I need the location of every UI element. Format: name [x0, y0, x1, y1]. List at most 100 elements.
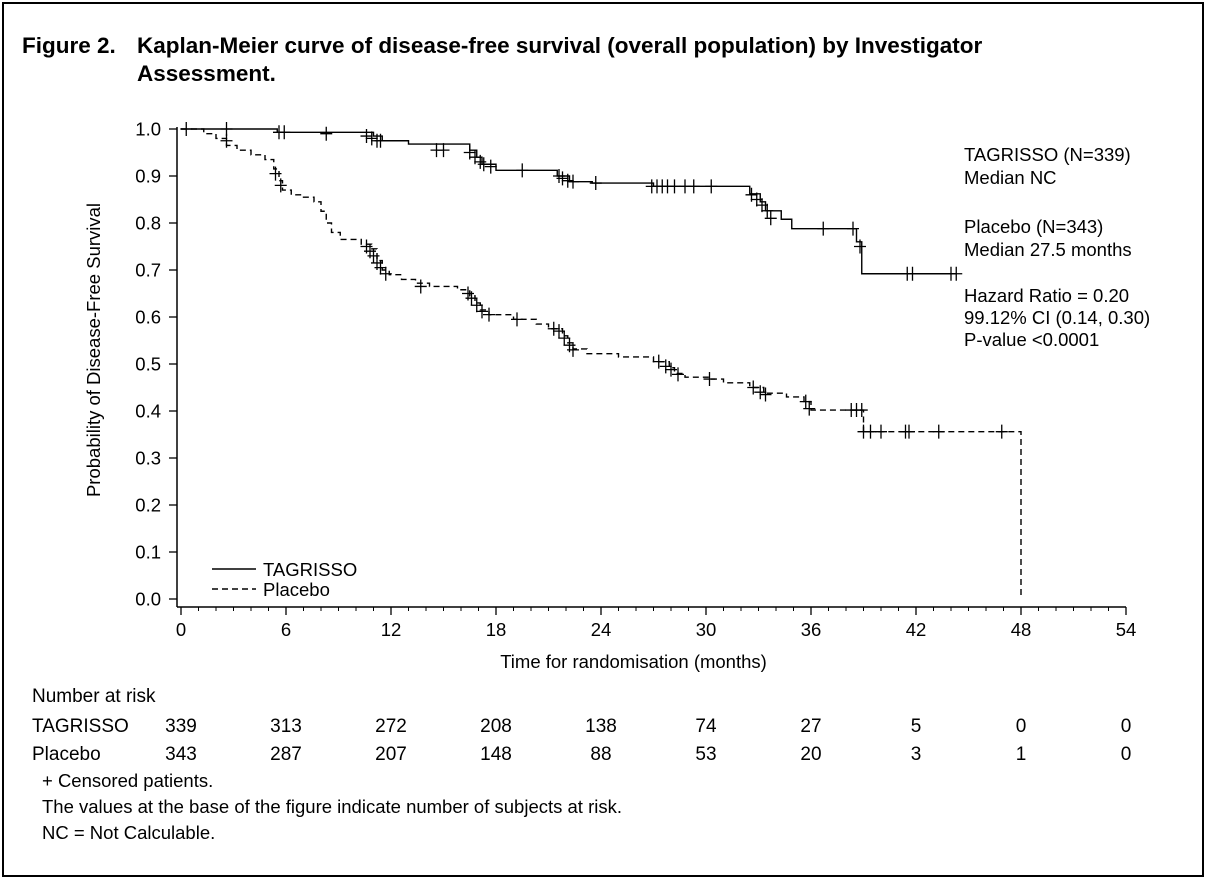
risk-value-tagrisso: 74: [695, 716, 717, 737]
x-tick-label: 6: [281, 619, 291, 640]
censor-mark-tagrisso: [589, 176, 602, 191]
censor-mark-placebo: [759, 387, 772, 402]
censor-mark-tagrisso: [220, 122, 233, 136]
censor-mark-placebo: [269, 166, 282, 181]
censor-mark-tagrisso: [437, 143, 450, 158]
footnote-censored: + Censored patients.: [42, 770, 214, 791]
censor-mark-tagrisso: [556, 171, 569, 186]
x-tick-label: 48: [1011, 619, 1032, 640]
risk-value-tagrisso: 208: [480, 716, 512, 737]
censor-mark-tagrisso: [906, 266, 919, 281]
y-tick-label: 0.6: [135, 307, 161, 328]
censor-mark-placebo: [703, 372, 716, 387]
annotation-placebo-n: Placebo (N=343): [964, 216, 1103, 237]
censor-mark-placebo: [374, 260, 387, 275]
censor-mark-placebo: [903, 424, 915, 439]
censor-mark-placebo: [274, 178, 287, 193]
censor-mark-placebo: [932, 424, 945, 439]
figure-title-text: Kaplan-Meier curve of disease-free survi…: [137, 33, 983, 86]
censor-mark-tagrisso: [484, 159, 497, 174]
y-axis-label: Probability of Disease-Free Survival: [83, 203, 104, 497]
risk-value-placebo: 53: [695, 744, 717, 765]
censor-mark-tagrisso: [360, 129, 373, 144]
risk-value-tagrisso: 138: [585, 716, 617, 737]
legend-label-tagrisso: TAGRISSO: [263, 559, 357, 580]
censor-mark-placebo: [754, 385, 767, 400]
censor-mark-tagrisso: [516, 163, 529, 178]
censor-mark-tagrisso: [764, 211, 777, 226]
censor-mark-placebo: [672, 367, 684, 382]
y-tick-label: 0.4: [135, 401, 161, 422]
censor-mark-tagrisso: [750, 192, 763, 207]
censor-mark-placebo: [379, 266, 392, 281]
censor-mark-tagrisso: [668, 179, 681, 194]
censor-mark-placebo: [483, 307, 495, 322]
censor-mark-tagrisso: [950, 266, 963, 281]
footnote-risk: The values at the base of the figure ind…: [42, 796, 622, 817]
risk-value-placebo: 0: [1120, 744, 1132, 765]
censor-mark-placebo: [995, 424, 1008, 439]
y-tick-label: 0.1: [135, 542, 161, 563]
censor-mark-tagrisso: [854, 239, 866, 254]
censor-mark-placebo: [652, 354, 665, 369]
annotation-p: P-value <0.0001: [964, 329, 1099, 350]
risk-value-tagrisso: 339: [165, 716, 197, 737]
censor-mark-tagrisso: [374, 133, 387, 148]
risk-value-placebo: 148: [480, 744, 512, 765]
censor-mark-placebo: [414, 279, 427, 294]
risk-value-placebo: 3: [910, 744, 922, 765]
risk-row-label-tagrisso: TAGRISSO: [32, 716, 129, 737]
x-tick-label: 24: [591, 619, 612, 640]
censor-mark-placebo: [470, 298, 483, 313]
x-tick-label: 12: [381, 619, 402, 640]
y-tick-label: 1.0: [135, 119, 161, 140]
censor-mark-tagrisso: [180, 122, 193, 136]
risk-table-header: Number at risk: [32, 686, 156, 707]
x-tick-label: 42: [906, 619, 927, 640]
censor-mark-placebo: [558, 331, 571, 346]
censor-mark-placebo: [875, 424, 887, 439]
annotation-tagrisso-n: TAGRISSO (N=339): [964, 144, 1131, 165]
risk-value-placebo: 1: [1015, 744, 1027, 765]
risk-value-tagrisso: 27: [800, 716, 822, 737]
censor-mark-placebo: [367, 248, 380, 263]
censor-mark-tagrisso: [278, 125, 291, 140]
censor-mark-tagrisso: [687, 179, 700, 194]
risk-value-tagrisso: 0: [1015, 716, 1027, 737]
figure-label: Figure 2.: [22, 33, 116, 58]
x-tick-label: 30: [696, 619, 717, 640]
risk-value-tagrisso: 5: [910, 716, 922, 737]
annotation-hr: Hazard Ratio = 0.20: [964, 285, 1129, 306]
censor-mark-placebo: [567, 342, 579, 357]
censor-mark-tagrisso: [847, 221, 859, 236]
annotation-placebo-median: Median 27.5 months: [964, 239, 1132, 260]
y-tick-label: 0.5: [135, 354, 161, 375]
risk-value-placebo: 88: [590, 744, 612, 765]
censor-mark-tagrisso: [761, 203, 774, 218]
censor-mark-placebo: [511, 312, 523, 327]
risk-row-label-placebo: Placebo: [32, 744, 101, 765]
y-tick-label: 0.9: [135, 166, 161, 187]
censor-mark-tagrisso: [365, 131, 378, 146]
risk-value-placebo: 287: [270, 744, 302, 765]
x-tick-label: 0: [176, 619, 186, 640]
risk-value-tagrisso: 0: [1120, 716, 1132, 737]
censor-mark-tagrisso: [477, 157, 490, 172]
censor-mark-tagrisso: [756, 198, 768, 213]
censor-mark-placebo: [747, 380, 760, 395]
y-tick-label: 0.2: [135, 495, 161, 516]
footnote-nc: NC = Not Calculable.: [42, 822, 216, 843]
risk-value-tagrisso: 313: [270, 716, 302, 737]
legend-label-placebo: Placebo: [263, 579, 330, 600]
censor-mark-placebo: [553, 324, 565, 339]
series-placebo-curve: [181, 128, 1022, 599]
censor-mark-placebo: [465, 291, 478, 306]
censor-mark-tagrisso: [320, 126, 333, 141]
censor-mark-placebo: [547, 321, 560, 336]
y-tick-label: 0.0: [135, 589, 161, 610]
y-tick-label: 0.8: [135, 213, 161, 234]
risk-value-placebo: 343: [165, 744, 197, 765]
risk-value-placebo: 207: [375, 744, 407, 765]
